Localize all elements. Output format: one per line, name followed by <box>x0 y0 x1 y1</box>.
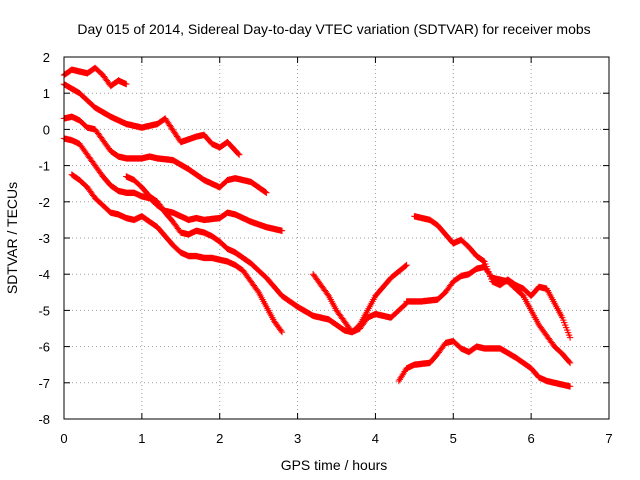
x-tick-label: 2 <box>216 431 223 446</box>
y-tick-label: 1 <box>43 86 50 101</box>
series-track-e <box>68 171 286 336</box>
y-tick-label: -4 <box>38 267 50 282</box>
y-tick-label: -7 <box>38 376 50 391</box>
series-track-i <box>403 263 574 367</box>
series-track-b <box>60 80 243 158</box>
x-tick-label: 7 <box>605 431 612 446</box>
series-track-h <box>395 338 574 390</box>
axis-ticks <box>63 56 610 420</box>
series-track-f <box>123 173 410 336</box>
data-point-markers <box>309 261 410 336</box>
y-tick-label: -6 <box>38 340 50 355</box>
x-tick-label: 3 <box>294 431 301 446</box>
data-point-markers <box>403 263 574 367</box>
x-tick-label: 6 <box>528 431 535 446</box>
x-tick-label: 4 <box>372 431 379 446</box>
y-tick-label: -2 <box>38 195 50 210</box>
y-axis-label: SDTVAR / TECUs <box>4 182 20 294</box>
x-tick-label: 1 <box>138 431 145 446</box>
series-track-g <box>309 261 410 336</box>
data-point-markers <box>123 173 410 336</box>
chart-title: Day 015 of 2014, Sidereal Day-to-day VTE… <box>77 21 590 37</box>
series-track-j <box>411 213 574 341</box>
x-tick-label: 0 <box>60 431 67 446</box>
data-point-markers <box>395 338 574 390</box>
y-tick-label: 0 <box>43 122 50 137</box>
x-tick-label: 5 <box>450 431 457 446</box>
y-tick-labels: 2 1 0 -1 -2 -3 -4 -5 -6 -7 -8 <box>38 50 50 427</box>
y-tick-label: -3 <box>38 231 50 246</box>
x-axis-label: GPS time / hours <box>281 457 388 473</box>
data-point-markers <box>60 80 243 158</box>
y-tick-label: 2 <box>43 50 50 65</box>
data-points <box>60 64 574 390</box>
y-tick-label: -5 <box>38 303 50 318</box>
y-tick-label: -8 <box>38 412 50 427</box>
x-tick-labels: 0 1 2 3 4 5 6 7 <box>60 431 612 446</box>
data-point-markers <box>68 171 286 336</box>
y-tick-label: -1 <box>38 159 50 174</box>
data-point-markers <box>411 213 574 341</box>
